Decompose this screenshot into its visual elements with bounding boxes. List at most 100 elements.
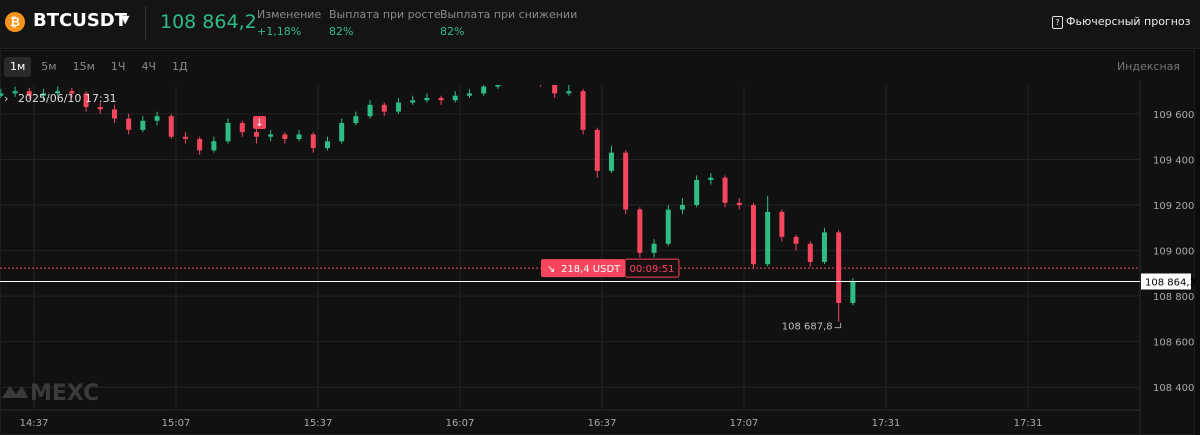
signal-arrow: ↓	[255, 118, 263, 129]
y-tick-label: 109 000	[1153, 247, 1194, 258]
stat-value: +1,18%	[257, 25, 302, 38]
candle-body	[708, 177, 714, 180]
candle-body	[665, 209, 671, 244]
candle-body	[353, 116, 359, 124]
y-tick-label: 109 600	[1153, 110, 1194, 121]
chevron: ›	[4, 92, 8, 105]
candle-body	[594, 129, 600, 171]
timeframe-button[interactable]: 1Ч	[110, 60, 126, 73]
candle-body	[367, 104, 373, 117]
candle-body	[26, 91, 32, 96]
bet-box	[541, 259, 625, 278]
candle-body	[538, 71, 543, 82]
candle-body	[750, 205, 756, 265]
stat-label: Выплата при росте	[329, 8, 441, 21]
candle-body	[651, 243, 657, 253]
x-tick-label: 16:37	[588, 418, 617, 429]
coin-icon: ₿	[5, 12, 25, 32]
signal-marker	[253, 116, 266, 129]
low-arrow	[834, 322, 842, 329]
price-source[interactable]: Индексная	[1116, 60, 1180, 73]
x-tick-label: 14:37	[20, 418, 49, 429]
candle-body	[182, 136, 188, 139]
timeframe-button[interactable]: 4Ч	[141, 60, 156, 73]
candle-body	[424, 97, 430, 101]
candles	[0, 68, 856, 322]
candle-body	[296, 134, 302, 139]
separator	[145, 6, 146, 40]
candle-body	[253, 132, 259, 137]
x-tick-label: 17:31	[1014, 418, 1043, 429]
candle-body	[381, 104, 387, 112]
x-tick-label: 15:37	[304, 418, 333, 429]
candle-body	[793, 236, 799, 244]
candle-body	[466, 93, 472, 96]
symbol[interactable]: BTCUSDT	[33, 10, 128, 31]
candle-body	[623, 152, 629, 210]
candle-body	[722, 177, 728, 203]
y-tick-label: 108 600	[1153, 338, 1194, 349]
candle-body	[452, 95, 458, 101]
candle-body	[580, 91, 586, 130]
candle-body	[97, 107, 103, 110]
candle-body	[836, 232, 842, 303]
last-price-tag	[1141, 273, 1191, 290]
bet-arrow: ↘	[547, 264, 555, 275]
candle-body	[339, 123, 345, 142]
candle-body	[69, 91, 75, 94]
candle-body	[495, 85, 501, 87]
y-tick-label: 109 400	[1153, 155, 1194, 166]
stat-label: Изменение	[257, 8, 322, 21]
candle-body	[211, 141, 217, 151]
candle-body	[608, 152, 614, 171]
symbol-caret[interactable]: ▼	[121, 13, 130, 26]
candle-body	[111, 109, 117, 119]
candle-body	[438, 97, 444, 101]
low-label: 108 687,8	[782, 322, 833, 333]
x-tick-label: 17:07	[730, 418, 759, 429]
candle-body	[12, 91, 18, 94]
candle-body	[552, 85, 558, 94]
candle-body	[566, 91, 572, 94]
last-price-label: 108 864,3	[1145, 277, 1196, 288]
x-tick-label: 15:07	[162, 418, 191, 429]
candle-body	[821, 232, 827, 262]
x-tick-label: 16:07	[446, 418, 475, 429]
candle-body	[268, 134, 274, 137]
candle-body	[126, 118, 132, 130]
forecast-link[interactable]: Фьючерсный прогноз	[1066, 15, 1191, 28]
candle-body	[395, 102, 401, 112]
candle-body	[282, 134, 288, 139]
candle-body	[168, 116, 174, 137]
candle-body	[510, 68, 515, 73]
stat-value: 82%	[329, 25, 354, 38]
header	[0, 0, 1200, 49]
watermark-logo	[2, 386, 28, 398]
candle-body	[481, 86, 487, 94]
candle-body	[55, 91, 61, 94]
candle-body	[0, 93, 4, 96]
candle-body	[679, 205, 685, 210]
timeframe-button[interactable]: 1Д	[171, 60, 188, 73]
forecast-icon: ?	[1052, 16, 1063, 29]
candle-body	[850, 281, 856, 303]
candle-body	[807, 243, 813, 262]
timeframes: 1м 5м 15м 1Ч 4Ч 1Д	[4, 57, 194, 77]
candle-body	[239, 123, 245, 133]
x-tick-label: 17:31	[872, 418, 901, 429]
candle-body	[694, 179, 700, 206]
candle-body	[324, 141, 330, 149]
y-tick-label: 108 400	[1153, 383, 1194, 394]
timeframe-button[interactable]: 1м	[4, 57, 32, 77]
header-price: 108 864,2	[160, 11, 257, 33]
candle-body	[140, 120, 146, 130]
candle-body	[410, 100, 416, 103]
candle-body	[765, 211, 771, 265]
timeframe-button[interactable]: 15м	[72, 60, 95, 73]
stat-label: Выплата при снижении	[440, 8, 578, 21]
candle-body	[225, 123, 231, 142]
timeframe-button[interactable]: 5м	[41, 60, 57, 73]
candle-body	[197, 138, 203, 151]
